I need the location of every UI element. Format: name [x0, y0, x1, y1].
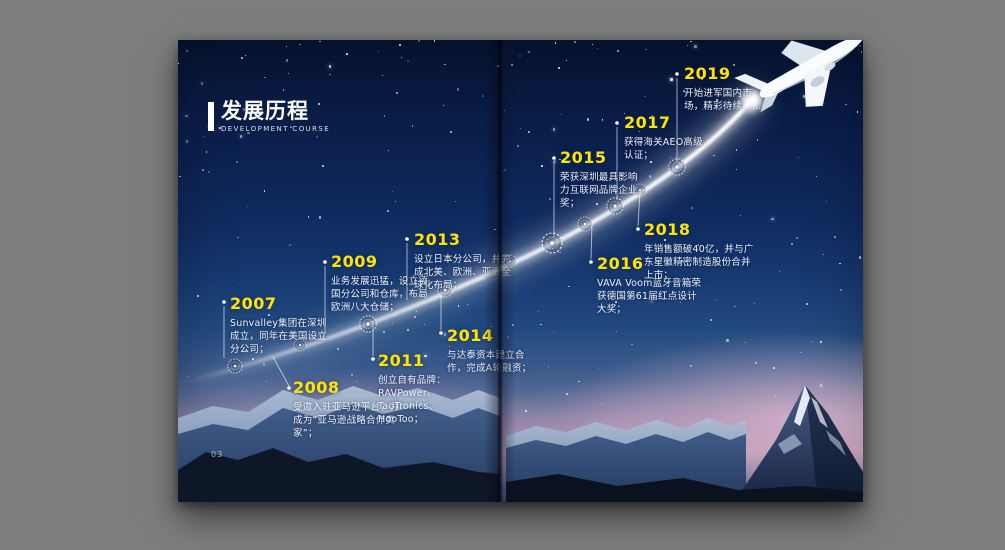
timeline-entry-2015: 2015 荣获深圳最具影响力互联网品牌企业奖；: [560, 148, 646, 210]
timeline-entry-2011: 2011 创立自有品牌：RAVPower、TaoTronics、HooToo；: [378, 351, 474, 426]
timeline-connectors: [222, 72, 679, 390]
page-number: 03: [211, 450, 224, 459]
timeline-desc: 获得海关AEO高级认证；: [624, 137, 703, 162]
airplane-icon: [734, 40, 863, 113]
timeline-entry-2007: 2007 Sunvalley集团在深圳成立，同年在美国设立分公司；: [230, 294, 330, 356]
timeline-year: 2016: [597, 254, 644, 273]
timeline-desc: 与达泰资本建立合作，完成A轮融资；: [447, 350, 532, 375]
timeline-entry-2018: 2018 年销售额破40亿，并与广东星徽精密制造股份合并上市；: [644, 220, 756, 282]
timeline-year: 2019: [684, 64, 731, 83]
mountains-right: [506, 385, 863, 502]
section-title-block: 发展历程 DEVELOPMENT COURSE: [208, 100, 330, 133]
timeline-year: 2017: [624, 113, 671, 132]
timeline-desc: 创立自有品牌：RAVPower、TaoTronics、HooToo；: [378, 375, 446, 426]
timeline-year: 2018: [644, 220, 691, 239]
timeline-desc: VAVA Voom蓝牙音箱荣获德国第61届红点设计大奖；: [597, 278, 702, 316]
timeline-desc: 设立日本分公司，并完成北美、欧洲、亚洲全球化布局；: [414, 254, 512, 292]
timeline-entry-2017: 2017 获得海关AEO高级认证；: [624, 113, 712, 162]
brochure-spread: 发展历程 DEVELOPMENT COURSE 2007 Sunvalley集团…: [178, 40, 863, 502]
contrail-curve: [178, 84, 768, 400]
timeline-entry-2016: 2016 VAVA Voom蓝牙音箱荣获德国第61届红点设计大奖；: [597, 254, 705, 316]
timeline-desc: Sunvalley集团在深圳成立，同年在美国设立分公司；: [230, 318, 328, 356]
page-title: 发展历程: [221, 99, 309, 123]
timeline-desc: 业务发展迅猛，设立德国分公司和仓库，布局欧洲八大仓储；: [331, 276, 429, 314]
title-accent-bar: [208, 102, 214, 131]
timeline-desc: 荣获深圳最具影响力互联网品牌企业奖；: [560, 172, 638, 210]
timeline-year: 2009: [331, 252, 378, 271]
timeline-year: 2014: [447, 326, 494, 345]
timeline-entry-2013: 2013 设立日本分公司，并完成北美、欧洲、亚洲全球化布局；: [414, 230, 520, 292]
timeline-year: 2011: [378, 351, 425, 370]
timeline-year: 2008: [293, 378, 340, 397]
timeline-year: 2015: [560, 148, 607, 167]
timeline-year: 2013: [414, 230, 461, 249]
timeline-desc: 受邀入驻亚马逊平台，并成为“亚马逊战略合作卖家”；: [293, 402, 400, 440]
timeline-entry-2019: 2019 开始进军国内市场，精彩待续……: [684, 64, 770, 113]
timeline-entry-2014: 2014 与达泰资本建立合作，完成A轮融资；: [447, 326, 539, 375]
timeline-year: 2007: [230, 294, 277, 313]
timeline-desc: 开始进军国内市场，精彩待续……: [684, 88, 762, 113]
timeline-entry-2009: 2009 业务发展迅猛，设立德国分公司和仓库，布局欧洲八大仓储；: [331, 252, 437, 314]
page-subtitle: DEVELOPMENT COURSE: [221, 125, 331, 134]
timeline-entry-2008: 2008 受邀入驻亚马逊平台，并成为“亚马逊战略合作卖家”；: [293, 378, 405, 440]
mountains-left: [178, 386, 500, 502]
timeline-desc: 年销售额破40亿，并与广东星徽精密制造股份合并上市；: [644, 244, 754, 282]
